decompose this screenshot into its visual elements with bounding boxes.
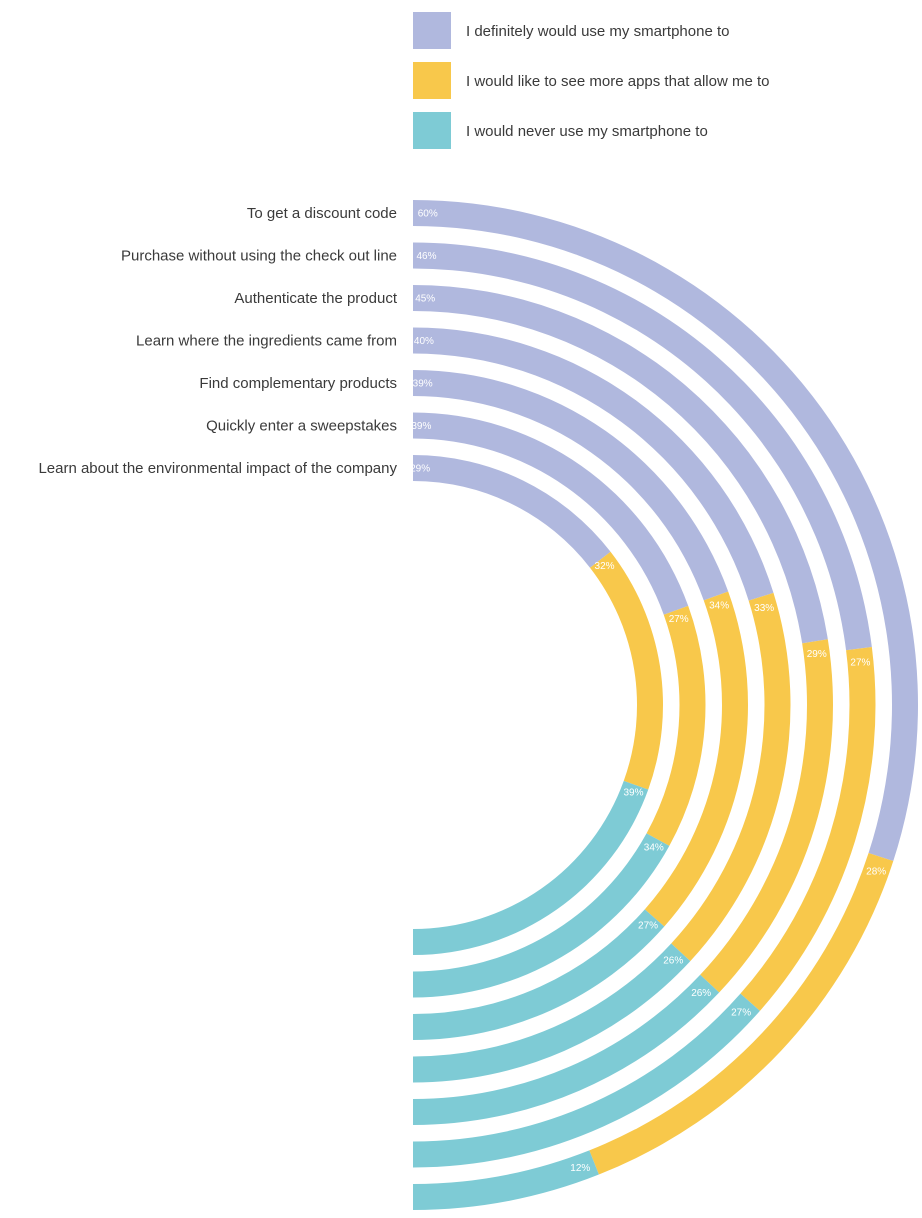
ring-segment-never [413,943,691,1083]
category-label: Purchase without using the check out lin… [121,248,397,265]
category-label: Learn where the ingredients came from [136,333,397,350]
value-label: 40% [414,336,434,347]
value-label: 27% [850,658,870,669]
value-label: 60% [418,209,438,220]
value-label: 28% [866,867,886,878]
value-label: 33% [754,603,774,614]
ring-segment-never [413,909,665,1040]
ring-segment-more-apps [740,647,876,1011]
ring-segment-definitely [413,370,729,601]
value-label: 27% [669,614,689,625]
value-label: 29% [410,464,430,475]
ring-segment-more-apps [646,605,706,846]
category-label: To get a discount code [247,205,397,222]
ring-segment-more-apps [644,591,748,927]
category-label: Learn about the environmental impact of … [38,460,397,477]
legend-label-never: I would never use my smartphone to [466,123,708,140]
legend-label-more-apps: I would like to see more apps that allow… [466,73,770,90]
ring-segment-definitely [413,412,689,615]
ring-segment-definitely [413,242,872,651]
value-label: 29% [807,649,827,660]
rings [413,200,919,1210]
legend: I definitely would use my smartphone to … [413,12,770,149]
value-label: 32% [595,561,615,572]
value-label: 12% [570,1163,590,1174]
category-labels: To get a discount code Purchase without u… [38,205,397,477]
legend-label-definitely: I definitely would use my smartphone to [466,23,729,40]
value-label: 26% [663,956,683,967]
value-labels: 60% 28% 12% 46% 27% 27% 45% 29% 26% 40% 33% 26% 39% 3… [410,209,886,1174]
ring-segment-more-apps [700,639,833,993]
ring-segment-more-apps [589,853,894,1175]
category-label: Authenticate the product [234,290,397,307]
ring-segment-never [413,974,720,1125]
value-label: 26% [691,988,711,999]
legend-swatch-more-apps [413,62,451,99]
ring-segment-never [413,1150,599,1210]
value-label: 39% [623,787,643,798]
value-label: 34% [709,601,729,612]
legend-swatch-definitely [413,12,451,49]
value-label: 34% [644,842,664,853]
ring-segment-definitely [413,327,774,601]
ring-segment-never [413,780,649,955]
legend-swatch-never [413,112,451,149]
value-label: 39% [413,379,433,390]
ring-segment-more-apps [589,551,664,790]
ring-segment-definitely [413,455,611,568]
value-label: 27% [638,921,658,932]
ring-segment-never [413,993,760,1168]
value-label: 39% [411,421,431,432]
ring-segment-definitely [413,285,828,644]
category-label: Find complementary products [199,375,397,392]
value-label: 45% [415,294,435,305]
ring-segment-more-apps [671,592,791,962]
value-label: 46% [416,251,436,262]
value-label: 27% [731,1008,751,1019]
category-label: Quickly enter a sweepstakes [206,418,397,435]
ring-segment-never [413,833,670,998]
